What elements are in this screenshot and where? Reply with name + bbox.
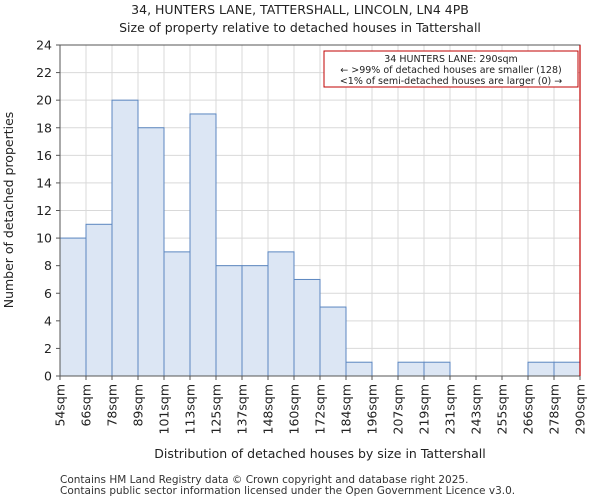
histogram-bar xyxy=(319,306,347,377)
x-tick-label: 243sqm xyxy=(469,384,484,434)
x-tick-label: 125sqm xyxy=(209,384,224,434)
footer-line-2: Contains public sector information licen… xyxy=(60,485,515,497)
histogram-bar xyxy=(215,265,243,377)
y-tick-label: 10 xyxy=(36,231,52,246)
x-tick-label: 278sqm xyxy=(547,384,562,434)
x-axis-ticks: 54sqm 66sqm 78sqm 89sqm 101sqm 113sqm 125sqm 13… xyxy=(53,376,588,434)
annotation-frame xyxy=(323,50,579,88)
annotation-line-1: 34 HUNTERS LANE: 290sqm xyxy=(384,54,517,65)
x-tick-label: 101sqm xyxy=(157,384,172,434)
histogram-bar xyxy=(527,361,555,377)
x-axis-label: Distribution of detached houses by size … xyxy=(154,446,485,461)
histogram-bar xyxy=(85,223,113,377)
histogram-bar xyxy=(189,113,217,377)
x-tick-label: 172sqm xyxy=(313,384,328,434)
x-tick-label: 255sqm xyxy=(495,384,510,434)
histogram-bar xyxy=(345,361,373,377)
y-tick-label: 2 xyxy=(44,341,52,356)
y-tick-label: 16 xyxy=(36,148,52,163)
y-tick-label: 18 xyxy=(36,120,52,135)
x-tick-label: 113sqm xyxy=(183,384,198,434)
x-tick-label: 266sqm xyxy=(521,384,536,434)
y-tick-label: 4 xyxy=(44,313,52,328)
y-tick-label: 20 xyxy=(36,93,52,108)
y-tick-label: 0 xyxy=(44,369,52,384)
footer-line-1: Contains HM Land Registry data © Crown c… xyxy=(60,474,468,486)
y-tick-label: 8 xyxy=(44,258,52,273)
x-tick-label: 137sqm xyxy=(235,384,250,434)
chart-subtitle: Size of property relative to detached ho… xyxy=(119,20,481,35)
chart-title: 34, HUNTERS LANE, TATTERSHALL, LINCOLN, … xyxy=(131,2,469,17)
y-tick-label: 12 xyxy=(36,203,52,218)
x-tick-label: 207sqm xyxy=(391,384,406,434)
histogram-bar xyxy=(423,361,451,377)
x-tick-label: 196sqm xyxy=(365,384,380,434)
histogram-bar xyxy=(163,251,191,377)
x-tick-label: 148sqm xyxy=(261,384,276,434)
y-axis-label: Number of detached properties xyxy=(1,112,16,309)
y-tick-label: 14 xyxy=(36,175,52,190)
histogram-bar xyxy=(397,361,425,377)
x-tick-label: 219sqm xyxy=(417,384,432,434)
x-tick-label: 184sqm xyxy=(339,384,354,434)
x-tick-label: 78sqm xyxy=(105,384,120,427)
histogram-bar xyxy=(553,361,581,377)
x-tick-label: 290sqm xyxy=(573,384,588,434)
y-tick-label: 24 xyxy=(36,38,52,53)
x-tick-label: 54sqm xyxy=(53,384,68,427)
histogram-bar xyxy=(241,265,269,377)
annotation-line-2: ← >99% of detached houses are smaller (1… xyxy=(340,65,561,76)
annotation-line-3: <1% of semi-detached houses are larger (… xyxy=(340,76,562,87)
histogram-bar xyxy=(137,127,165,377)
x-tick-label: 89sqm xyxy=(131,384,146,427)
histogram-bar xyxy=(111,99,139,377)
annotation-box: 34 HUNTERS LANE: 290sqm ← >99% of detach… xyxy=(323,50,579,88)
y-tick-label: 6 xyxy=(44,286,52,301)
bars xyxy=(59,99,581,377)
histogram-bar xyxy=(59,237,87,377)
x-tick-label: 160sqm xyxy=(287,384,302,434)
y-tick-label: 22 xyxy=(36,65,52,80)
x-tick-label: 231sqm xyxy=(443,384,458,434)
histogram-bar xyxy=(267,251,295,377)
x-tick-label: 66sqm xyxy=(79,384,94,427)
histogram-bar xyxy=(293,278,321,377)
